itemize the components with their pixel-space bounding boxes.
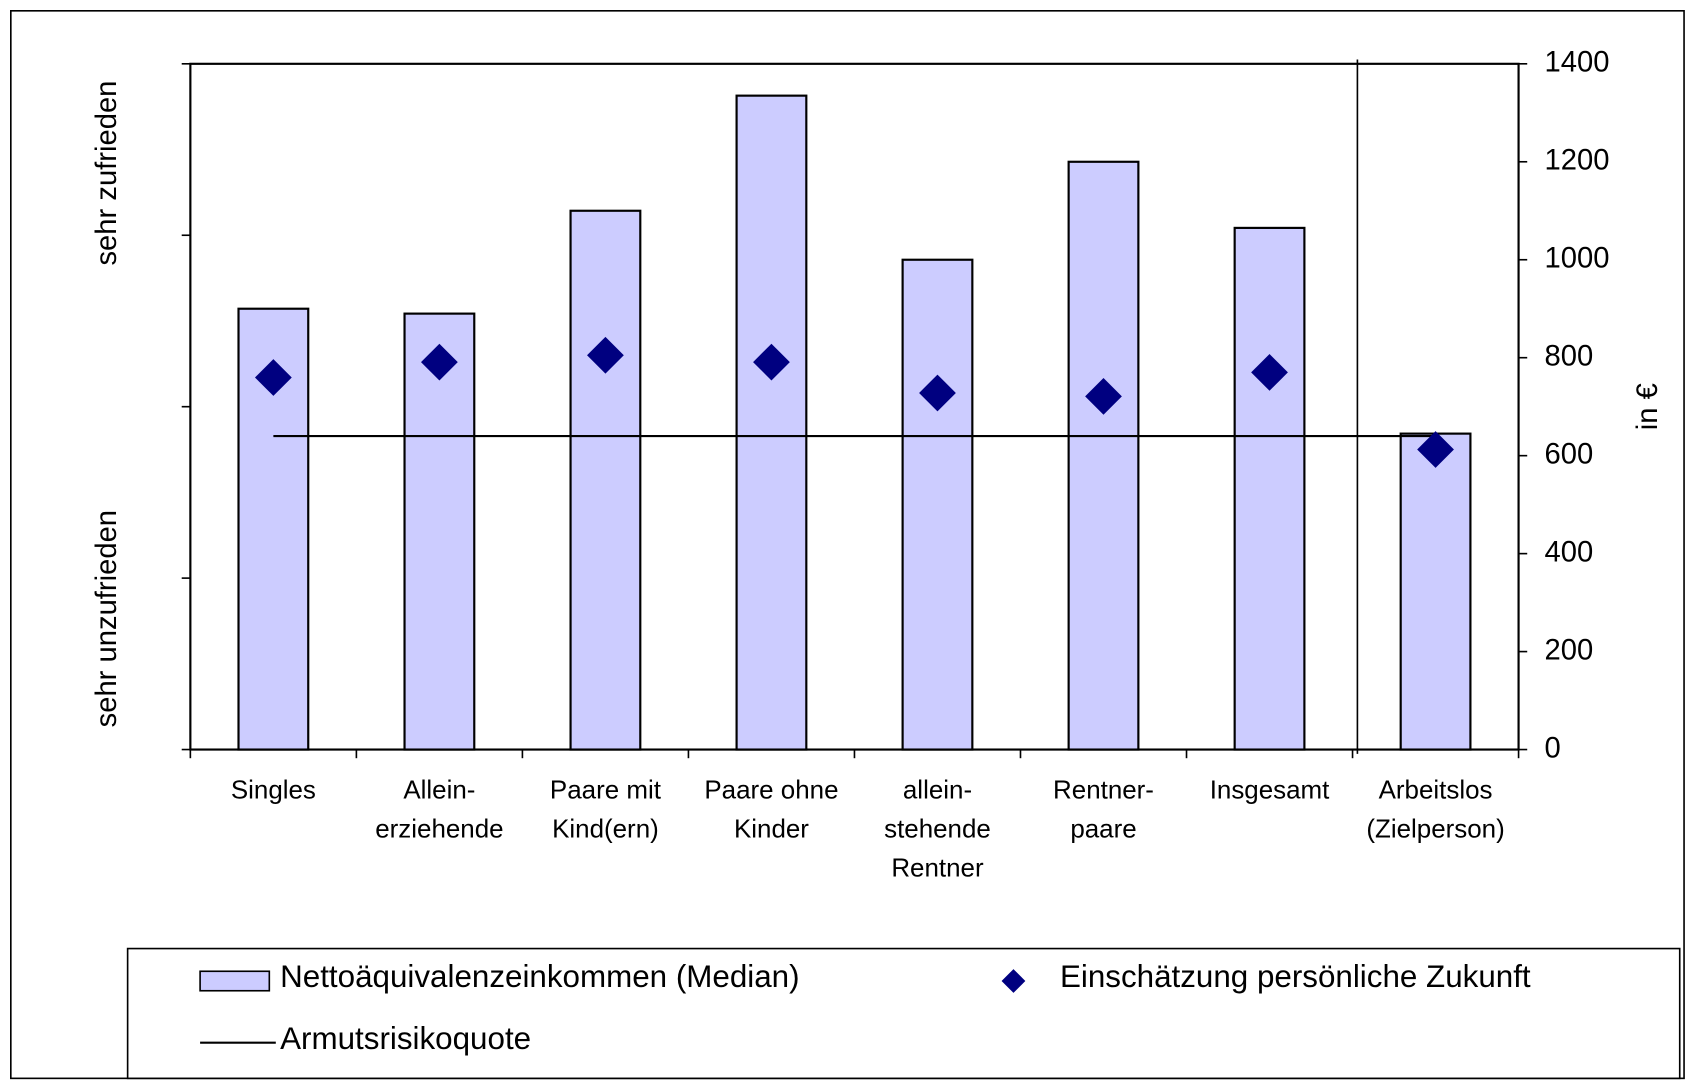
y2-tick-label: 400 — [1545, 536, 1594, 568]
x-tick-label-line: Arbeitslos — [1379, 777, 1493, 805]
x-tick-label-line: Allein- — [403, 777, 475, 805]
x-tick-label-line: (Zielperson) — [1366, 816, 1504, 844]
x-tick-label: Singles — [231, 777, 316, 805]
x-tick-label-line: allein- — [903, 777, 972, 805]
diamond — [587, 336, 624, 374]
chart-area: sehr zufrieden sehr unzufrieden in € 0 20… — [10, 10, 1685, 1080]
y2-tick-label: 200 — [1545, 634, 1594, 666]
x-tick-label-line: paare — [1070, 816, 1136, 844]
bar — [403, 312, 476, 751]
x-tick-label-line: stehende — [884, 816, 991, 844]
x-tick-label: Insgesamt — [1210, 777, 1330, 805]
diamond — [421, 343, 458, 381]
diamond — [919, 374, 956, 412]
x-tick-label: Paare mit Kind(ern) — [550, 777, 662, 844]
x-tick-label: Rentner-paare — [1053, 777, 1154, 844]
y2-tick-label: 1000 — [1545, 242, 1610, 274]
legend-box — [126, 947, 1681, 1080]
y-label-top: sehr zufrieden — [91, 81, 123, 266]
legend-label: Armutsrisikoquote — [280, 1021, 531, 1056]
y2-tick-label: 0 — [1545, 732, 1561, 764]
legend-label: Nettoäquivalenzeinkommen (Median) — [280, 959, 799, 994]
y-label-bottom: sehr unzufrieden — [91, 510, 123, 727]
x-tick-label: Paare ohne Kinder — [704, 777, 838, 844]
legend-label: Einschätzung persönliche Zukunft — [1060, 959, 1531, 994]
diamond — [1251, 354, 1288, 391]
x-tick-label: Allein-erziehende — [375, 777, 503, 844]
y2-tick-label: 1200 — [1545, 144, 1610, 176]
x-tick-label: allein-stehende Rentner — [884, 777, 991, 883]
bar — [1067, 160, 1140, 751]
diamond — [1085, 378, 1122, 415]
y2-tick-label: 600 — [1545, 438, 1594, 470]
y2-tick-label: 800 — [1545, 340, 1594, 372]
diamond — [753, 343, 790, 381]
diamond — [254, 359, 292, 396]
x-tick-label-line: Paare ohne — [704, 777, 838, 805]
x-tick-label-line: Insgesamt — [1210, 777, 1330, 805]
bar — [1233, 226, 1306, 751]
x-tick-label-line: erziehende — [375, 816, 503, 844]
diamond — [1417, 431, 1454, 468]
bar — [901, 258, 974, 751]
x-tick-label-line: Kinder — [734, 816, 809, 844]
bar — [1399, 432, 1472, 751]
x-tick-label: Arbeitslos (Zielperson) — [1366, 777, 1504, 844]
y2-label: in € — [1632, 383, 1664, 430]
x-tick-label-line: Singles — [231, 777, 316, 805]
x-tick-label-line: Paare mit — [550, 777, 662, 805]
bar — [569, 209, 642, 751]
y2-tick-label: 1400 — [1545, 47, 1610, 79]
x-tick-label-line: Rentner — [891, 854, 984, 882]
legend-swatch — [199, 970, 271, 992]
x-tick-label-line: Rentner- — [1053, 777, 1154, 805]
bar — [735, 94, 808, 751]
x-tick-label-line: Kind(ern) — [552, 816, 659, 844]
